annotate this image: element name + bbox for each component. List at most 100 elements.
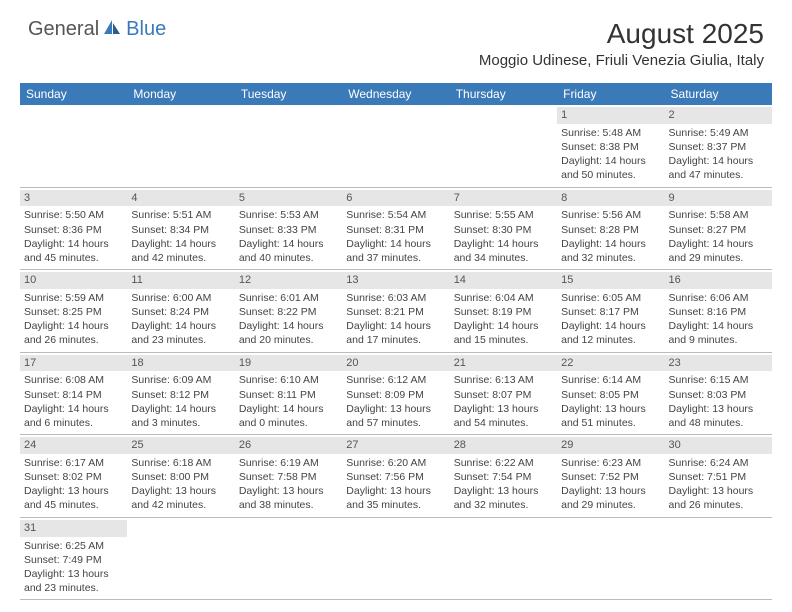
day-number: 2 — [665, 107, 772, 124]
sunset-text: Sunset: 8:11 PM — [239, 388, 338, 402]
day1-text: Daylight: 13 hours — [561, 402, 660, 416]
sunrise-text: Sunrise: 5:53 AM — [239, 208, 338, 222]
day1-text: Daylight: 14 hours — [131, 402, 230, 416]
day2-text: and 57 minutes. — [346, 416, 445, 430]
sunset-text: Sunset: 8:34 PM — [131, 223, 230, 237]
calendar-day-cell: 6Sunrise: 5:54 AMSunset: 8:31 PMDaylight… — [342, 187, 449, 270]
weekday-header: Thursday — [450, 83, 557, 105]
day-number: 9 — [665, 190, 772, 207]
sunrise-text: Sunrise: 5:51 AM — [131, 208, 230, 222]
sunset-text: Sunset: 7:52 PM — [561, 470, 660, 484]
month-title: August 2025 — [479, 18, 764, 50]
day-number: 23 — [665, 355, 772, 372]
sunrise-text: Sunrise: 6:09 AM — [131, 373, 230, 387]
day1-text: Daylight: 14 hours — [239, 237, 338, 251]
day1-text: Daylight: 14 hours — [561, 154, 660, 168]
sunset-text: Sunset: 8:03 PM — [669, 388, 768, 402]
day-number: 26 — [235, 437, 342, 454]
day1-text: Daylight: 14 hours — [669, 319, 768, 333]
day-number: 20 — [342, 355, 449, 372]
day2-text: and 32 minutes. — [454, 498, 553, 512]
calendar-day-cell: 1Sunrise: 5:48 AMSunset: 8:38 PMDaylight… — [557, 105, 664, 187]
weekday-header: Wednesday — [342, 83, 449, 105]
day-number: 29 — [557, 437, 664, 454]
day2-text: and 3 minutes. — [131, 416, 230, 430]
day2-text: and 51 minutes. — [561, 416, 660, 430]
page-header: General Blue August 2025 Moggio Udinese,… — [0, 0, 792, 75]
sunrise-text: Sunrise: 6:20 AM — [346, 456, 445, 470]
day1-text: Daylight: 14 hours — [131, 319, 230, 333]
day2-text: and 34 minutes. — [454, 251, 553, 265]
day-number: 24 — [20, 437, 127, 454]
sunrise-text: Sunrise: 5:58 AM — [669, 208, 768, 222]
day-number: 12 — [235, 272, 342, 289]
day2-text: and 6 minutes. — [24, 416, 123, 430]
calendar-day-cell: 13Sunrise: 6:03 AMSunset: 8:21 PMDayligh… — [342, 270, 449, 353]
title-block: August 2025 Moggio Udinese, Friuli Venez… — [479, 18, 764, 69]
sunrise-text: Sunrise: 6:03 AM — [346, 291, 445, 305]
calendar-empty-cell — [450, 517, 557, 600]
sunset-text: Sunset: 8:31 PM — [346, 223, 445, 237]
day-number: 30 — [665, 437, 772, 454]
day1-text: Daylight: 13 hours — [454, 402, 553, 416]
day1-text: Daylight: 14 hours — [346, 319, 445, 333]
calendar-day-cell: 12Sunrise: 6:01 AMSunset: 8:22 PMDayligh… — [235, 270, 342, 353]
day-number: 22 — [557, 355, 664, 372]
calendar-week-row: 17Sunrise: 6:08 AMSunset: 8:14 PMDayligh… — [20, 352, 772, 435]
sunset-text: Sunset: 8:14 PM — [24, 388, 123, 402]
sunrise-text: Sunrise: 5:48 AM — [561, 126, 660, 140]
day1-text: Daylight: 14 hours — [669, 237, 768, 251]
sunset-text: Sunset: 8:28 PM — [561, 223, 660, 237]
sunset-text: Sunset: 8:33 PM — [239, 223, 338, 237]
sunrise-text: Sunrise: 5:55 AM — [454, 208, 553, 222]
sunset-text: Sunset: 8:16 PM — [669, 305, 768, 319]
sunset-text: Sunset: 8:25 PM — [24, 305, 123, 319]
day1-text: Daylight: 13 hours — [346, 402, 445, 416]
day-number: 4 — [127, 190, 234, 207]
calendar-table: SundayMondayTuesdayWednesdayThursdayFrid… — [20, 83, 772, 600]
calendar-empty-cell — [342, 105, 449, 187]
sunrise-text: Sunrise: 6:10 AM — [239, 373, 338, 387]
day2-text: and 0 minutes. — [239, 416, 338, 430]
day-number: 19 — [235, 355, 342, 372]
calendar-day-cell: 11Sunrise: 6:00 AMSunset: 8:24 PMDayligh… — [127, 270, 234, 353]
day2-text: and 50 minutes. — [561, 168, 660, 182]
sunrise-text: Sunrise: 6:25 AM — [24, 539, 123, 553]
calendar-day-cell: 16Sunrise: 6:06 AMSunset: 8:16 PMDayligh… — [665, 270, 772, 353]
day1-text: Daylight: 14 hours — [561, 237, 660, 251]
day-number: 14 — [450, 272, 557, 289]
day1-text: Daylight: 14 hours — [454, 319, 553, 333]
sunset-text: Sunset: 8:09 PM — [346, 388, 445, 402]
day-number: 21 — [450, 355, 557, 372]
sunrise-text: Sunrise: 6:23 AM — [561, 456, 660, 470]
day-number: 18 — [127, 355, 234, 372]
calendar-day-cell: 27Sunrise: 6:20 AMSunset: 7:56 PMDayligh… — [342, 435, 449, 518]
sunrise-text: Sunrise: 6:14 AM — [561, 373, 660, 387]
day2-text: and 32 minutes. — [561, 251, 660, 265]
day2-text: and 17 minutes. — [346, 333, 445, 347]
day1-text: Daylight: 13 hours — [24, 484, 123, 498]
calendar-day-cell: 25Sunrise: 6:18 AMSunset: 8:00 PMDayligh… — [127, 435, 234, 518]
sunset-text: Sunset: 8:30 PM — [454, 223, 553, 237]
day2-text: and 45 minutes. — [24, 251, 123, 265]
sunrise-text: Sunrise: 6:06 AM — [669, 291, 768, 305]
calendar-day-cell: 8Sunrise: 5:56 AMSunset: 8:28 PMDaylight… — [557, 187, 664, 270]
calendar-day-cell: 31Sunrise: 6:25 AMSunset: 7:49 PMDayligh… — [20, 517, 127, 600]
day-number: 1 — [557, 107, 664, 124]
day2-text: and 29 minutes. — [561, 498, 660, 512]
weekday-header: Saturday — [665, 83, 772, 105]
day-number: 27 — [342, 437, 449, 454]
sunrise-text: Sunrise: 6:24 AM — [669, 456, 768, 470]
day2-text: and 35 minutes. — [346, 498, 445, 512]
day2-text: and 45 minutes. — [24, 498, 123, 512]
day1-text: Daylight: 14 hours — [131, 237, 230, 251]
day-number: 8 — [557, 190, 664, 207]
day1-text: Daylight: 14 hours — [561, 319, 660, 333]
calendar-week-row: 10Sunrise: 5:59 AMSunset: 8:25 PMDayligh… — [20, 270, 772, 353]
calendar-empty-cell — [557, 517, 664, 600]
calendar-day-cell: 14Sunrise: 6:04 AMSunset: 8:19 PMDayligh… — [450, 270, 557, 353]
calendar-day-cell: 15Sunrise: 6:05 AMSunset: 8:17 PMDayligh… — [557, 270, 664, 353]
sunset-text: Sunset: 7:51 PM — [669, 470, 768, 484]
calendar-empty-cell — [127, 517, 234, 600]
calendar-day-cell: 4Sunrise: 5:51 AMSunset: 8:34 PMDaylight… — [127, 187, 234, 270]
